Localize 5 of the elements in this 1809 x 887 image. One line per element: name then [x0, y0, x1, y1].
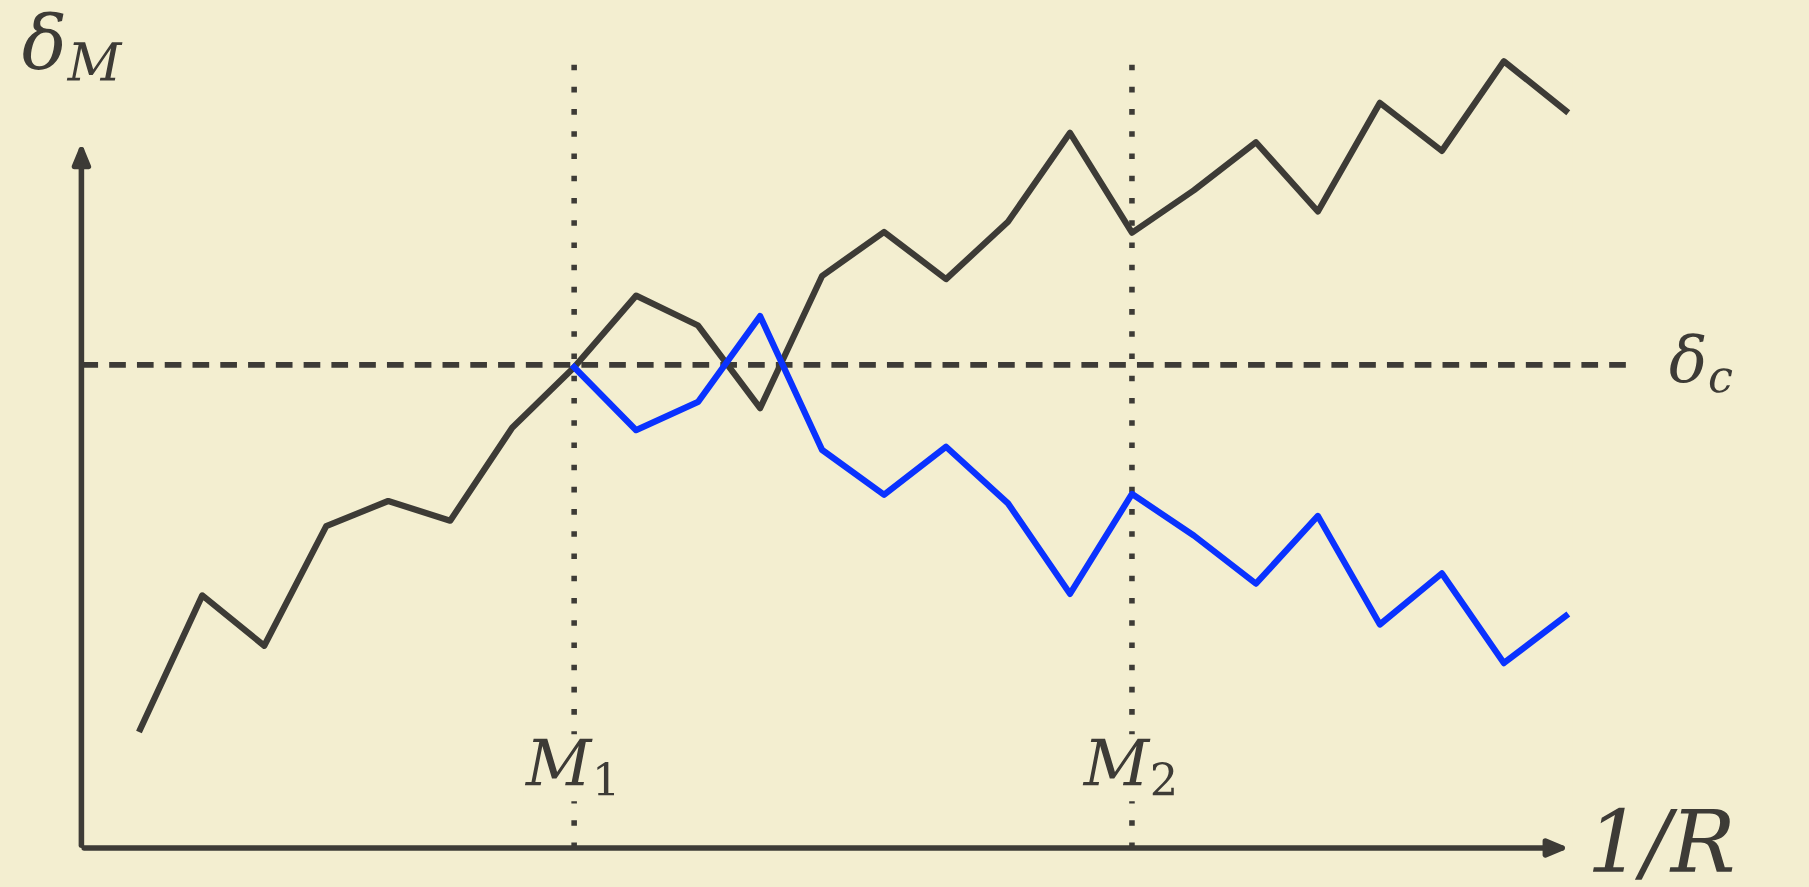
x-tick-label: M$_{1}$	[524, 738, 615, 796]
ref-line-label: δ$_{c}$	[1670, 333, 1733, 393]
x-axis-title: 1/R	[1592, 807, 1733, 880]
y-axis-title: δ$_{M}$	[23, 11, 123, 81]
x-tick-label: M$_{2}$	[1082, 738, 1174, 796]
